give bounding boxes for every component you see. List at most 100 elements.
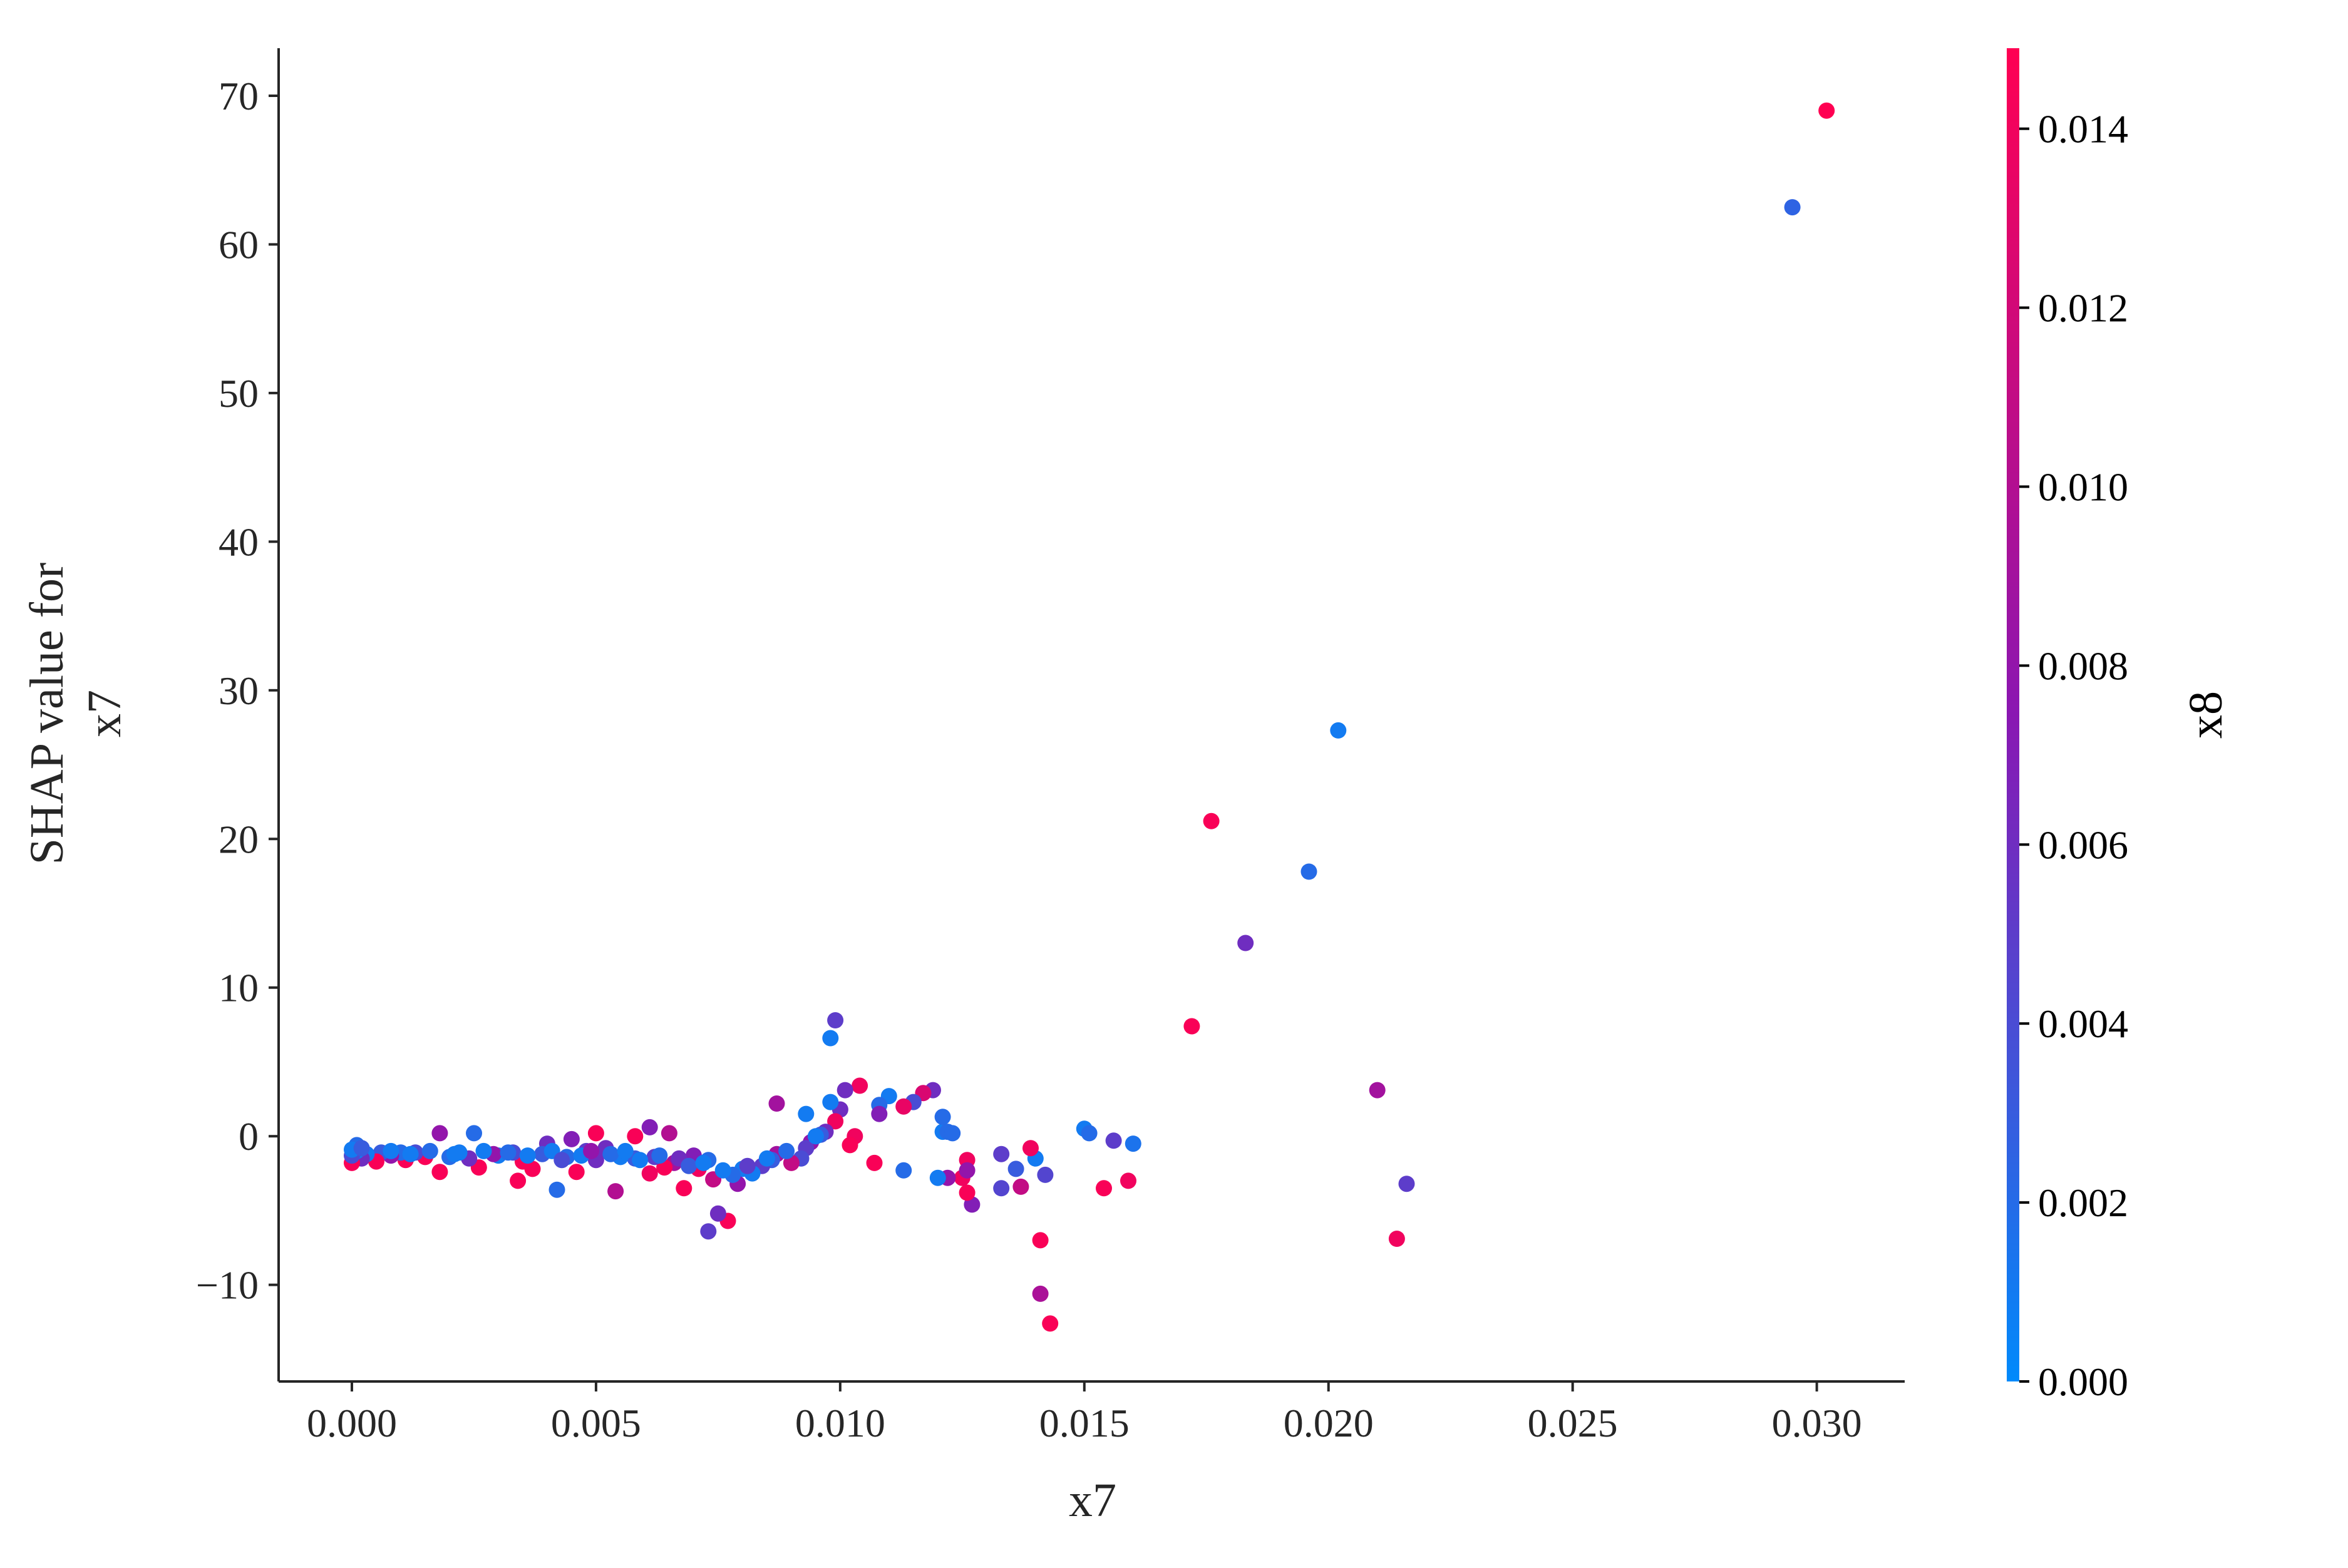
scatter-point bbox=[1125, 1135, 1141, 1152]
scatter-point bbox=[681, 1157, 698, 1174]
scatter-point bbox=[1388, 1231, 1405, 1247]
y-tick-label: 60 bbox=[219, 222, 259, 267]
y-axis-title-line-2: x7 bbox=[78, 690, 131, 737]
scatter-point bbox=[895, 1162, 912, 1179]
scatter-point bbox=[1300, 863, 1317, 880]
scatter-point bbox=[768, 1095, 785, 1112]
y-tick-label: 20 bbox=[219, 817, 259, 861]
scatter-point bbox=[632, 1152, 649, 1169]
scatter-point bbox=[778, 1142, 795, 1159]
scatter-point bbox=[871, 1105, 888, 1122]
colorbar-tick-label: 0.012 bbox=[2038, 286, 2128, 331]
axes bbox=[277, 48, 1905, 1383]
x-tick-label: 0.010 bbox=[795, 1401, 885, 1445]
scatter-point bbox=[1203, 812, 1220, 829]
y-axis-ticks: −10 0 10 20 30 40 50 60 70 bbox=[196, 74, 279, 1308]
scatter-point bbox=[837, 1082, 853, 1099]
scatter-point bbox=[1096, 1180, 1112, 1197]
scatter-point bbox=[827, 1113, 844, 1130]
colorbar-tick-label: 0.000 bbox=[2038, 1360, 2128, 1404]
scatter-point bbox=[700, 1223, 717, 1240]
colorbar-tick-label: 0.002 bbox=[2038, 1181, 2128, 1225]
colorbar bbox=[2007, 48, 2019, 1381]
colorbar-tick-label: 0.014 bbox=[2038, 107, 2128, 151]
x-axis-ticks: 0.000 0.005 0.010 0.015 0.020 0.025 0.030 bbox=[307, 1381, 1862, 1445]
scatter-point bbox=[1007, 1161, 1024, 1177]
scatter-point bbox=[617, 1142, 634, 1159]
scatter-point bbox=[1183, 1018, 1200, 1035]
scatter-point bbox=[895, 1098, 912, 1115]
y-tick-label: −10 bbox=[196, 1263, 259, 1308]
y-tick-label: 0 bbox=[239, 1114, 259, 1159]
scatter-point bbox=[1022, 1140, 1039, 1157]
x-axis-title: x7 bbox=[1069, 1474, 1116, 1527]
x-tick-label: 0.000 bbox=[307, 1401, 397, 1445]
y-tick-label: 70 bbox=[219, 74, 259, 118]
scatter-point bbox=[739, 1157, 756, 1174]
scatter-point bbox=[500, 1144, 517, 1161]
scatter-point bbox=[554, 1152, 570, 1169]
scatter-point bbox=[1330, 722, 1347, 739]
scatter-point bbox=[383, 1142, 399, 1159]
scatter-point bbox=[1398, 1176, 1415, 1192]
scatter-point bbox=[587, 1125, 604, 1142]
colorbar-title: x8 bbox=[2180, 691, 2232, 739]
scatter-point bbox=[661, 1125, 677, 1142]
scatter-point bbox=[583, 1142, 600, 1159]
scatter-point bbox=[676, 1180, 693, 1197]
scatter-point bbox=[568, 1164, 585, 1181]
scatter-point bbox=[431, 1125, 448, 1142]
scatter-point bbox=[1818, 102, 1835, 119]
scatter-point bbox=[798, 1105, 815, 1122]
scatter-point bbox=[431, 1164, 448, 1181]
scatter-point bbox=[1081, 1125, 1098, 1142]
scatter-points bbox=[344, 102, 1835, 1332]
scatter-point bbox=[1032, 1232, 1049, 1249]
colorbar-tick-label: 0.010 bbox=[2038, 464, 2128, 509]
scatter-point bbox=[1369, 1082, 1386, 1099]
colorbar-ticks: 0.000 0.002 0.004 0.006 0.008 0.010 0.012 0.014 bbox=[2019, 107, 2128, 1404]
x-tick-label: 0.025 bbox=[1528, 1401, 1618, 1445]
scatter-point bbox=[993, 1180, 1010, 1197]
colorbar-tick-label: 0.006 bbox=[2038, 822, 2128, 867]
scatter-point bbox=[929, 1169, 946, 1186]
scatter-point bbox=[827, 1012, 844, 1028]
y-tick-label: 40 bbox=[219, 520, 259, 564]
scatter-point bbox=[842, 1137, 858, 1154]
scatter-point bbox=[758, 1150, 775, 1167]
scatter-point bbox=[421, 1142, 438, 1159]
scatter-point bbox=[852, 1077, 868, 1094]
scatter-point bbox=[1120, 1172, 1136, 1189]
colorbar-tick-label: 0.008 bbox=[2038, 643, 2128, 688]
scatter-point bbox=[993, 1145, 1010, 1162]
y-axis-title-line-1: SHAP value for bbox=[21, 563, 73, 865]
colorbar-tick-label: 0.004 bbox=[2038, 1002, 2128, 1046]
scatter-point bbox=[1105, 1132, 1122, 1149]
x-tick-label: 0.030 bbox=[1772, 1401, 1862, 1445]
scatter-point bbox=[563, 1130, 580, 1147]
scatter-point bbox=[519, 1147, 536, 1164]
scatter-point bbox=[1012, 1178, 1029, 1195]
x-tick-label: 0.020 bbox=[1284, 1401, 1374, 1445]
scatter-point bbox=[446, 1145, 463, 1162]
y-axis-title: SHAP value for x7 bbox=[21, 563, 131, 865]
scatter-point bbox=[1237, 935, 1254, 951]
x-tick-label: 0.005 bbox=[551, 1401, 641, 1445]
x-tick-label: 0.015 bbox=[1039, 1401, 1130, 1445]
scatter-point bbox=[959, 1184, 976, 1201]
y-tick-label: 30 bbox=[219, 669, 259, 713]
scatter-point bbox=[607, 1183, 624, 1200]
scatter-point bbox=[944, 1125, 961, 1142]
y-tick-label: 10 bbox=[219, 966, 259, 1010]
scatter-point bbox=[822, 1030, 839, 1047]
scatter-point bbox=[822, 1094, 839, 1110]
scatter-point bbox=[1784, 199, 1801, 216]
scatter-point bbox=[714, 1162, 731, 1179]
scatter-point bbox=[475, 1142, 492, 1159]
scatter-point bbox=[651, 1147, 668, 1164]
y-tick-label: 50 bbox=[219, 371, 259, 416]
scatter-point bbox=[466, 1125, 482, 1142]
scatter-point bbox=[866, 1154, 883, 1171]
